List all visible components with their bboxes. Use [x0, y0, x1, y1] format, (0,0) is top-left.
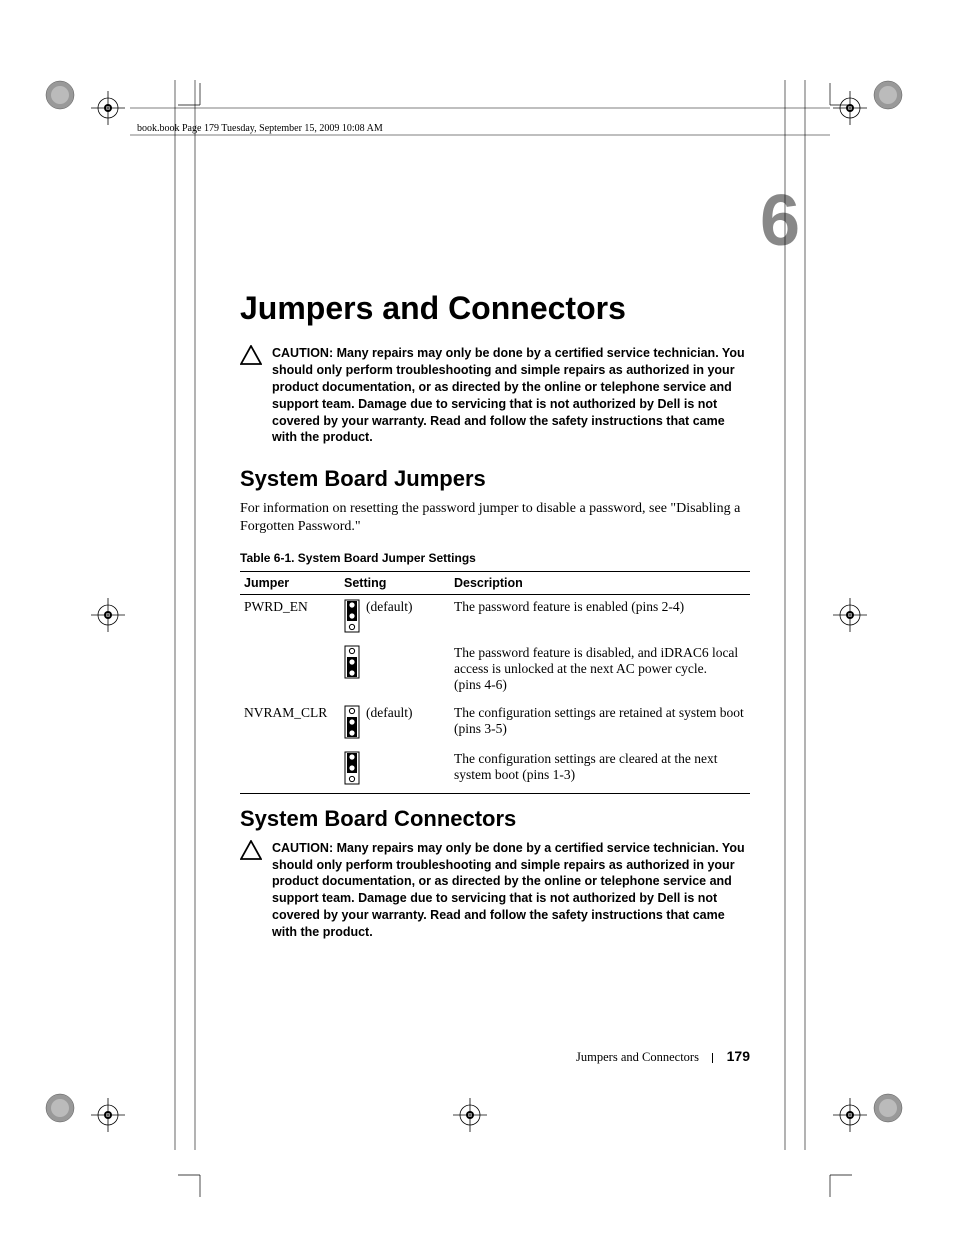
setting-label: (default) [366, 705, 412, 721]
cell-jumper [240, 747, 340, 794]
caution-lead: CAUTION: [272, 841, 337, 855]
table-caption: Table 6-1. System Board Jumper Settings [240, 551, 750, 565]
col-jumper: Jumper [240, 571, 340, 594]
caution-block-1: CAUTION: Many repairs may only be done b… [240, 345, 750, 446]
caution-text-1: CAUTION: Many repairs may only be done b… [272, 345, 750, 446]
cell-description: The password feature is disabled, and iD… [450, 641, 750, 701]
registration-circle-icon [43, 78, 77, 117]
registration-circle-icon [871, 78, 905, 117]
crop-mark-icon [175, 1150, 225, 1205]
cell-jumper [240, 641, 340, 701]
registration-crosshair-icon [453, 1098, 487, 1137]
cell-setting [340, 641, 450, 701]
cell-setting [340, 747, 450, 794]
cell-jumper: PWRD_EN [240, 594, 340, 641]
caution-lead: CAUTION: [272, 346, 337, 360]
jumper-settings-table: Jumper Setting Description PWRD_EN (defau… [240, 571, 750, 794]
setting-label: (default) [366, 599, 412, 615]
cell-setting: (default) [340, 701, 450, 747]
caution-text-2: CAUTION: Many repairs may only be done b… [272, 840, 750, 941]
footer-page-number: 179 [727, 1048, 750, 1064]
registration-crosshair-icon [91, 598, 125, 637]
page-footer: Jumpers and Connectors 179 [240, 1048, 750, 1065]
chapter-title: Jumpers and Connectors [240, 290, 750, 327]
registration-crosshair-icon [91, 1098, 125, 1137]
registration-crosshair-icon [833, 598, 867, 637]
cell-description: The configuration settings are retained … [450, 701, 750, 747]
table-row: The password feature is disabled, and iD… [240, 641, 750, 701]
registration-circle-icon [871, 1091, 905, 1130]
crop-mark-icon [175, 80, 225, 135]
table-row: PWRD_EN (default) The password feature is … [240, 594, 750, 641]
section-title-jumpers: System Board Jumpers [240, 466, 750, 492]
caution-body: Many repairs may only be done by a certi… [272, 346, 745, 444]
col-description: Description [450, 571, 750, 594]
cell-setting: (default) [340, 594, 450, 641]
caution-block-2: CAUTION: Many repairs may only be done b… [240, 840, 750, 941]
table-row: NVRAM_CLR (default) The configuration sett… [240, 701, 750, 747]
caution-body: Many repairs may only be done by a certi… [272, 841, 745, 939]
cell-description: The password feature is enabled (pins 2-… [450, 594, 750, 641]
crop-mark-icon [805, 80, 855, 135]
footer-title: Jumpers and Connectors [576, 1050, 699, 1064]
caution-triangle-icon [240, 345, 262, 370]
registration-crosshair-icon [833, 1098, 867, 1137]
caution-triangle-icon [240, 840, 262, 865]
table-row: The configuration settings are cleared a… [240, 747, 750, 794]
cell-jumper: NVRAM_CLR [240, 701, 340, 747]
registration-circle-icon [43, 1091, 77, 1130]
table-header-row: Jumper Setting Description [240, 571, 750, 594]
page-content: 6 Jumpers and Connectors CAUTION: Many r… [240, 190, 750, 961]
cell-description: The configuration settings are cleared a… [450, 747, 750, 794]
registration-crosshair-icon [91, 91, 125, 130]
section-body-jumpers: For information on resetting the passwor… [240, 500, 750, 536]
chapter-number: 6 [760, 180, 800, 262]
print-header-line: book.book Page 179 Tuesday, September 15… [137, 123, 383, 134]
crop-mark-icon [805, 1150, 855, 1205]
section-title-connectors: System Board Connectors [240, 806, 750, 832]
col-setting: Setting [340, 571, 450, 594]
footer-separator [712, 1053, 713, 1063]
